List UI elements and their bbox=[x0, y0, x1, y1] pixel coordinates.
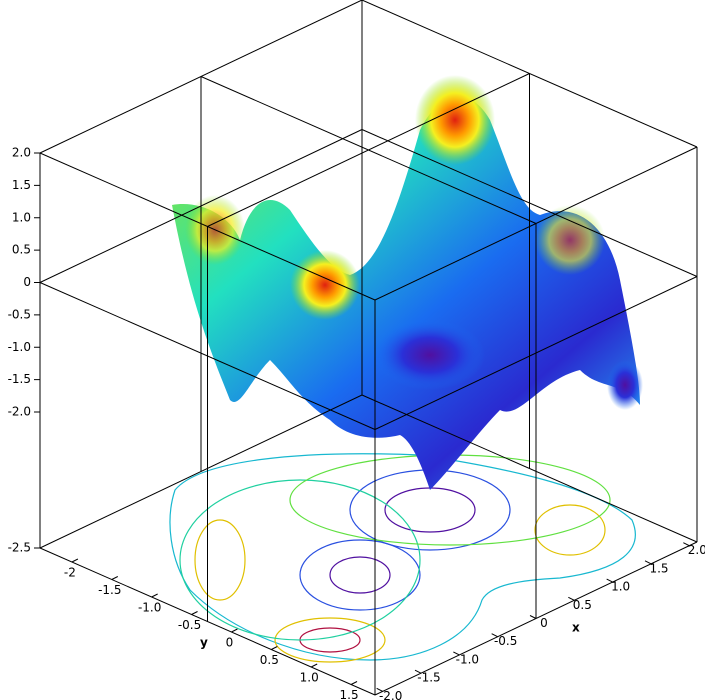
x-tick-label: 2.0 bbox=[688, 543, 705, 557]
surface-peak bbox=[290, 250, 360, 320]
y-tick bbox=[191, 611, 198, 615]
x-tick-label: -1.5 bbox=[417, 671, 440, 685]
y-tick-label: 0 bbox=[226, 636, 234, 650]
y-axis-label: y bbox=[200, 636, 208, 650]
x-tick bbox=[568, 596, 575, 601]
x-tick bbox=[414, 669, 422, 674]
z-tick-label: -1.0 bbox=[8, 340, 31, 354]
surface-peak bbox=[535, 205, 605, 275]
surface-pit bbox=[375, 320, 485, 390]
z-tick-label: 1.0 bbox=[12, 210, 31, 224]
z-tick-label: -2.0 bbox=[8, 405, 31, 419]
z-tick-label: 2.0 bbox=[12, 146, 31, 160]
y-tick-label: 0.5 bbox=[260, 653, 279, 667]
x-tick bbox=[606, 578, 613, 583]
contour bbox=[384, 487, 476, 533]
z-tick-label: 0.5 bbox=[12, 243, 31, 257]
x-tick-label: 1.0 bbox=[611, 580, 630, 594]
z-tick-label: -1.5 bbox=[8, 372, 31, 386]
y-tick bbox=[151, 593, 158, 598]
x-tick-label: -0.5 bbox=[494, 634, 517, 648]
contour bbox=[534, 504, 606, 556]
y-tick bbox=[71, 558, 79, 563]
x-axis-label: x bbox=[572, 621, 580, 635]
contour bbox=[179, 479, 421, 641]
y-tick bbox=[310, 663, 318, 668]
contour bbox=[289, 454, 611, 546]
y-tick-label: -2 bbox=[64, 566, 76, 580]
y-tick bbox=[231, 628, 238, 633]
x-tick-label: 0.5 bbox=[573, 598, 592, 612]
z-tick-label: 1.5 bbox=[12, 178, 31, 192]
box-edge bbox=[200, 76, 537, 224]
y-tick-label: -0.5 bbox=[178, 618, 201, 632]
x-tick-label: 1.5 bbox=[649, 561, 668, 575]
contour bbox=[329, 556, 391, 594]
x-tick bbox=[491, 633, 498, 638]
x-tick bbox=[644, 560, 652, 565]
surface bbox=[172, 75, 643, 491]
y-tick bbox=[271, 646, 278, 650]
surface-pit bbox=[607, 360, 643, 410]
z-tick-label: 0 bbox=[23, 275, 31, 289]
contour bbox=[274, 617, 386, 663]
x-tick-label: -1.0 bbox=[456, 652, 479, 666]
axis-labels: 2.0 1.5 1.0 0.5 0 -0.5 -1.0 -1.5 -2.0 -2.5 -2.0 -1.… bbox=[8, 146, 705, 700]
x-tick-label: -2.0 bbox=[379, 689, 402, 700]
x-tick bbox=[376, 687, 383, 692]
y-tick bbox=[350, 681, 358, 685]
x-tick bbox=[683, 542, 690, 547]
y-tick-label: 1.5 bbox=[340, 688, 359, 700]
surface-peak bbox=[415, 75, 495, 165]
floor-contours bbox=[169, 453, 636, 663]
z-tick-label: -2.5 bbox=[8, 541, 31, 555]
surface-patch bbox=[172, 96, 640, 491]
y-tick-label: -1.0 bbox=[138, 601, 161, 615]
x-tick-label: 0 bbox=[540, 616, 548, 630]
x-tick bbox=[529, 615, 537, 619]
contour bbox=[299, 539, 421, 611]
y-tick bbox=[111, 576, 119, 580]
x-tick bbox=[453, 651, 460, 656]
y-tick-label: -1.5 bbox=[98, 583, 121, 597]
y-tick-label: 1.0 bbox=[300, 671, 319, 685]
z-tick-label: -0.5 bbox=[8, 307, 31, 321]
axes-box bbox=[34, 0, 698, 696]
contour bbox=[194, 519, 246, 601]
